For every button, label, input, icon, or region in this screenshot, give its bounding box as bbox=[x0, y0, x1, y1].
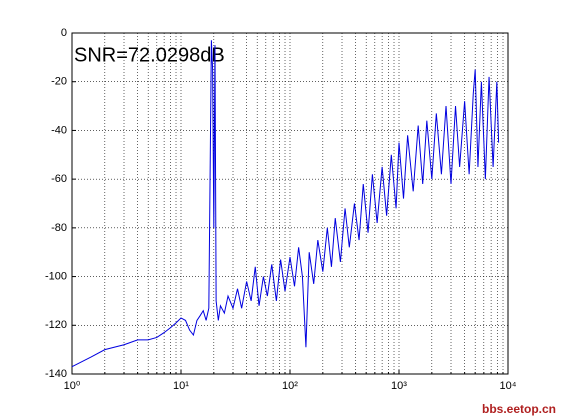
y-tick-label: -20 bbox=[51, 76, 67, 88]
y-tick-label: -140 bbox=[45, 368, 67, 380]
y-tick-label: -100 bbox=[45, 270, 67, 282]
x-tick-label: 10⁴ bbox=[500, 380, 517, 392]
x-tick-label: 10⁰ bbox=[64, 380, 81, 392]
y-tick-label: 0 bbox=[61, 27, 67, 39]
series-line bbox=[71, 40, 500, 368]
y-tick-label: -80 bbox=[51, 222, 67, 234]
x-tick-label: 10³ bbox=[391, 380, 407, 392]
plot-area bbox=[71, 32, 509, 375]
watermark: bbs.eetop.cn bbox=[482, 402, 556, 416]
x-tick-label: 10¹ bbox=[173, 380, 189, 392]
y-tick-label: -40 bbox=[51, 124, 67, 136]
x-tick-label: 10² bbox=[282, 380, 298, 392]
annotation: SNR=72.0298dB bbox=[74, 44, 225, 66]
y-tick-label: -60 bbox=[51, 173, 67, 185]
y-tick-label: -120 bbox=[45, 319, 67, 331]
